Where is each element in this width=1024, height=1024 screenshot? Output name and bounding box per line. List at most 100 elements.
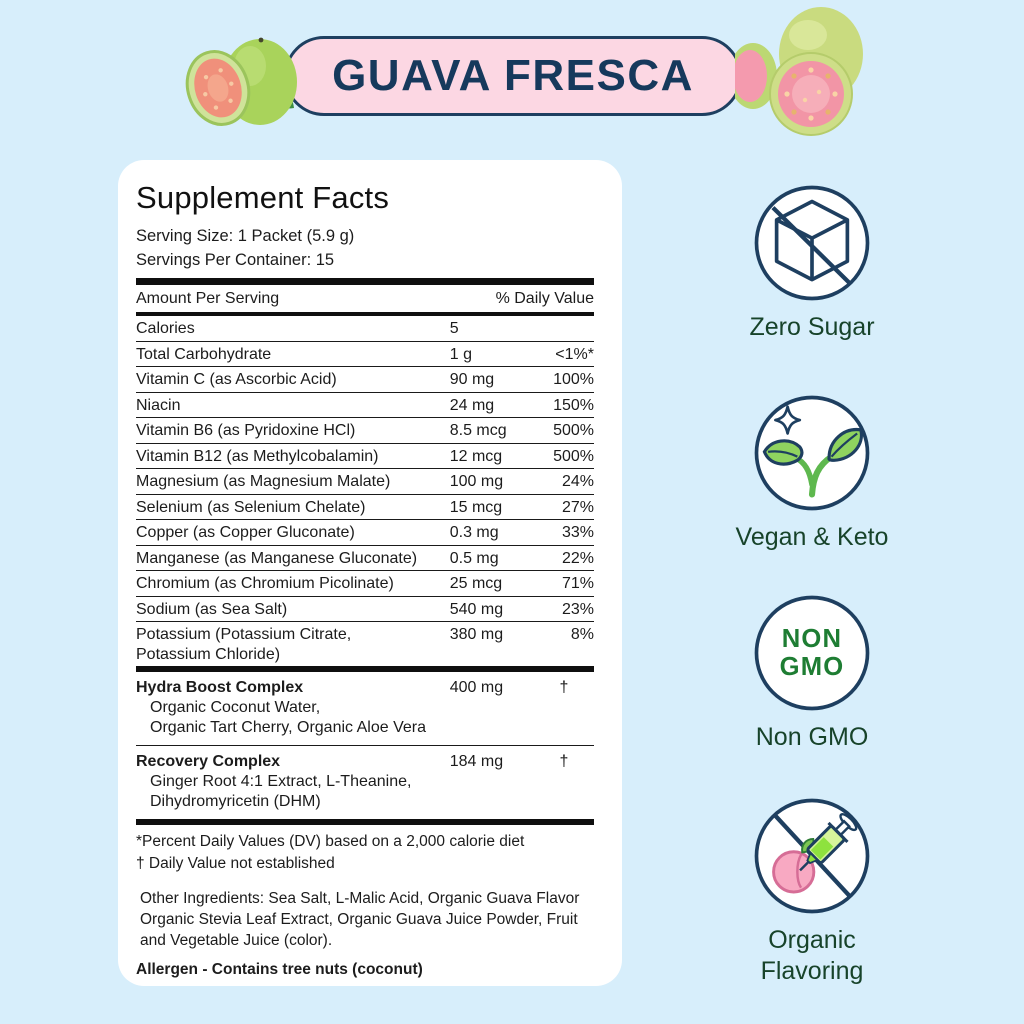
nutrient-daily-value: 500% <box>553 422 594 439</box>
complex-ingredients: Organic Coconut Water, Organic Tart Cher… <box>150 699 426 736</box>
nutrient-rows: Calories 5 Total Carbohydrate 1 g <1%* V… <box>136 316 594 666</box>
no-synthetic-flavor-icon <box>754 798 870 914</box>
badge-label: Vegan & Keto <box>735 523 889 551</box>
complex-row: Hydra Boost Complex Organic Coconut Wate… <box>136 672 594 746</box>
nutrient-row: Chromium (as Chromium Picolinate) 25 mcg… <box>136 571 594 597</box>
badge-non-gmo: NON GMO Non GMO <box>727 592 897 753</box>
nutrient-amount: 25 mcg <box>449 575 503 592</box>
nutrient-row: Manganese (as Manganese Gluconate) 0.5 m… <box>136 546 594 571</box>
allergen-statement: Allergen - Contains tree nuts (coconut) <box>136 961 423 978</box>
guava-fruit-right-image <box>735 7 863 136</box>
complex-daily-value: † <box>559 679 569 696</box>
non-gmo-circle-text-line1: NON <box>782 625 843 653</box>
serving-size: Serving Size: 1 Packet (5.9 g) <box>136 227 355 245</box>
nutrient-daily-value: 500% <box>553 447 594 465</box>
badge-organic-flavoring: Organic Flavoring <box>727 795 897 986</box>
nutrient-row: Magnesium (as Magnesium Malate) 100 mg 2… <box>136 469 594 495</box>
divider-thick <box>136 666 594 672</box>
complex-rows: Hydra Boost Complex Organic Coconut Wate… <box>136 672 594 819</box>
nutrient-amount: 1 g <box>449 345 472 363</box>
nutrient-name: Calories <box>136 320 195 337</box>
non-gmo-circle-text-line2: GMO <box>780 653 845 681</box>
guava-fruit-left-image <box>185 37 297 126</box>
nutrient-row: Calories 5 <box>136 316 594 342</box>
nutrient-name: Vitamin B12 (as Methylcobalamin) <box>136 447 379 465</box>
nutrient-amount: 8.5 mcg <box>449 422 507 439</box>
nutrient-name: Niacin <box>136 396 181 414</box>
panel-title: Supplement Facts <box>136 180 390 215</box>
nutrient-daily-value: 23% <box>561 600 594 618</box>
footnote-line: *Percent Daily Values (DV) based on a 2,… <box>136 833 525 850</box>
nutrient-row: Selenium (as Selenium Chelate) 15 mcg 27… <box>136 495 594 520</box>
nutrient-daily-value: 8% <box>570 626 594 643</box>
column-header-daily-value: % Daily Value <box>495 290 594 307</box>
complex-info: Hydra Boost Complex Organic Coconut Wate… <box>136 678 450 738</box>
nutrient-daily-value: 150% <box>553 396 594 414</box>
nutrient-daily-value: 71% <box>561 575 594 592</box>
nutrient-name: Copper (as Copper Gluconate) <box>136 524 355 541</box>
complex-amount: 400 mg <box>449 679 504 696</box>
badge-vegan-keto: Vegan & Keto <box>727 392 897 553</box>
nutrient-name: Sodium (as Sea Salt) <box>136 600 288 618</box>
nutrient-amount: 5 <box>449 320 459 337</box>
other-ingredients: Other Ingredients: Sea Salt, L-Malic Aci… <box>140 890 580 949</box>
footnote-line: † Daily Value not established <box>136 854 335 872</box>
nutrient-daily-value: <1%* <box>555 345 594 363</box>
badge-label: Non GMO <box>755 723 869 751</box>
nutrient-name: Total Carbohydrate <box>136 345 272 363</box>
nutrient-daily-value: 22% <box>561 549 594 567</box>
nutrient-daily-value: 100% <box>553 371 594 388</box>
nutrient-name: Chromium (as Chromium Picolinate) <box>136 575 394 592</box>
divider-thick <box>136 278 594 285</box>
divider-thick <box>136 819 594 825</box>
complex-amount: 184 mg <box>449 753 504 770</box>
product-banner: GUAVA FRESCA <box>284 36 742 116</box>
nutrient-row: Niacin 24 mg 150% <box>136 393 594 418</box>
nutrient-name: Manganese (as Manganese Gluconate) <box>136 549 418 567</box>
badge-zero-sugar: Zero Sugar <box>727 182 897 343</box>
nutrient-amount: 24 mg <box>449 396 495 414</box>
complex-info: Recovery Complex Ginger Root 4:1 Extract… <box>136 752 450 812</box>
table-header: Amount Per Serving % Daily Value <box>136 285 594 312</box>
nutrient-name: Vitamin C (as Ascorbic Acid) <box>136 371 337 388</box>
non-gmo-badge-icon: NON GMO <box>754 595 870 711</box>
nutrient-row: Vitamin C (as Ascorbic Acid) 90 mg 100% <box>136 367 594 393</box>
nutrient-name: Selenium (as Selenium Chelate) <box>136 498 366 516</box>
nutrient-amount: 380 mg <box>449 626 504 643</box>
complex-row: Recovery Complex Ginger Root 4:1 Extract… <box>136 746 594 819</box>
nutrient-name: Magnesium (as Magnesium Malate) <box>136 473 391 490</box>
complex-name: Recovery Complex <box>136 753 281 770</box>
divider-medium <box>136 312 594 316</box>
nutrient-row: Vitamin B12 (as Methylcobalamin) 12 mcg … <box>136 444 594 469</box>
nutrient-row: Copper (as Copper Gluconate) 0.3 mg 33% <box>136 520 594 546</box>
complex-ingredients: Ginger Root 4:1 Extract, L-Theanine, Dih… <box>150 773 412 810</box>
nutrient-row: Potassium (Potassium Citrate, Potassium … <box>136 622 594 666</box>
no-sugar-cube-icon <box>754 185 870 301</box>
nutrient-daily-value: 27% <box>561 498 594 516</box>
nutrient-name: Potassium (Potassium Citrate, Potassium … <box>136 626 352 663</box>
nutrient-row: Total Carbohydrate 1 g <1%* <box>136 342 594 367</box>
nutrient-row: Vitamin B6 (as Pyridoxine HCl) 8.5 mcg 5… <box>136 418 594 444</box>
nutrient-amount: 100 mg <box>449 473 504 490</box>
servings-per-container: Servings Per Container: 15 <box>136 251 335 269</box>
nutrient-amount: 12 mcg <box>449 447 503 465</box>
complex-daily-value: † <box>559 753 569 770</box>
nutrient-daily-value: 33% <box>561 524 594 541</box>
nutrient-amount: 0.5 mg <box>449 549 499 567</box>
supplement-facts-panel: Supplement Facts Serving Size: 1 Packet … <box>118 160 622 986</box>
column-header-amount: Amount Per Serving <box>136 290 280 307</box>
nutrient-amount: 90 mg <box>449 371 495 388</box>
nutrient-daily-value: 24% <box>561 473 594 490</box>
complex-name: Hydra Boost Complex <box>136 679 304 696</box>
badge-label: Zero Sugar <box>749 313 875 341</box>
badge-label: Organic Flavoring <box>760 926 864 985</box>
nutrient-amount: 15 mcg <box>449 498 503 516</box>
footnotes: *Percent Daily Values (DV) based on a 2,… <box>136 825 594 874</box>
vegan-sprout-icon <box>754 395 870 511</box>
nutrient-name: Vitamin B6 (as Pyridoxine HCl) <box>136 422 356 439</box>
nutrient-amount: 540 mg <box>449 600 504 618</box>
product-title: GUAVA FRESCA <box>332 51 694 100</box>
nutrient-row: Sodium (as Sea Salt) 540 mg 23% <box>136 597 594 622</box>
nutrient-amount: 0.3 mg <box>449 524 499 541</box>
